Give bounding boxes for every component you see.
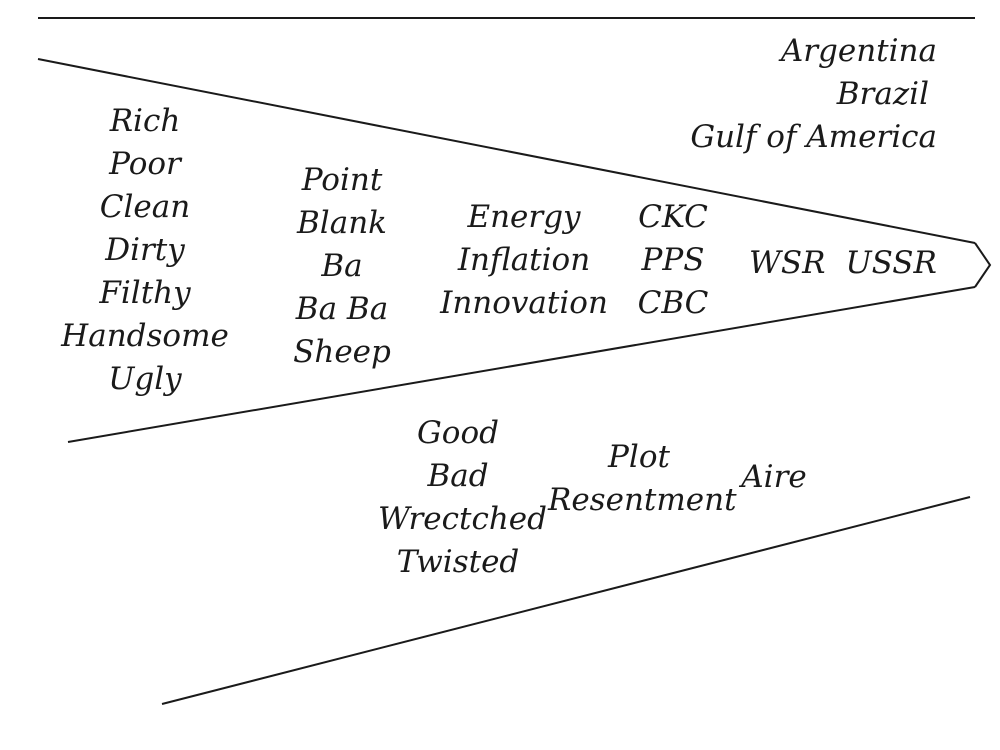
- upper-right-term: Argentina: [780, 33, 937, 69]
- lower-term: Resentment: [548, 482, 737, 518]
- arrow-tip-terms: WSR USSR: [749, 242, 937, 285]
- arrow-term: Innovation: [440, 285, 608, 321]
- lower-column-2: Plot Resentment: [548, 436, 737, 522]
- arrow-term: Rich: [109, 103, 181, 139]
- arrow-term: Poor: [109, 146, 181, 182]
- lower-term: Twisted: [396, 544, 520, 580]
- arrow-column-4: CKC PPS CBC: [620, 196, 726, 325]
- arrow-term: PPS: [641, 242, 705, 278]
- arrow-term: CKC: [638, 199, 708, 235]
- arrow-term: Sheep: [293, 334, 391, 370]
- arrow-column-3: Energy Inflation Innovation: [436, 196, 612, 325]
- arrow-term: Ba: [321, 248, 363, 284]
- arrow-column-2: Point Blank Ba Ba Ba Sheep: [272, 159, 412, 374]
- arrow-lower-edge: [67, 286, 976, 443]
- lower-column-3: Aire: [734, 456, 814, 499]
- arrow-column-1: Rich Poor Clean Dirty Filthy Handsome Ug…: [55, 100, 235, 401]
- arrow-term: Clean: [99, 189, 191, 225]
- upper-right-list: Argentina Brazil Gulf of America: [690, 30, 937, 159]
- arrow-term: Blank: [297, 205, 387, 241]
- arrow-term: Dirty: [105, 232, 185, 268]
- arrow-head: [974, 242, 992, 288]
- lower-term: Wrectched: [378, 501, 547, 537]
- upper-right-term: Gulf of America: [690, 119, 937, 155]
- arrow-term: Filthy: [99, 275, 191, 311]
- arrow-term: WSR: [749, 245, 826, 281]
- lower-term: Aire: [741, 459, 807, 495]
- lower-term: Plot: [608, 439, 670, 475]
- arrow-term: Handsome: [61, 318, 229, 354]
- arrow-term: USSR: [845, 245, 937, 281]
- lower-term: Bad: [427, 458, 489, 494]
- arrow-term: Ugly: [108, 361, 182, 397]
- upper-right-term: Brazil: [836, 76, 929, 112]
- arrow-term: Point: [301, 162, 383, 198]
- arrow-term: CBC: [637, 285, 709, 321]
- lower-wedge-line: [161, 496, 971, 705]
- arrow-term: Ba Ba: [295, 291, 389, 327]
- arrow-term: Inflation: [457, 242, 591, 278]
- lower-column-1: Good Bad Wrectched Twisted: [378, 412, 547, 584]
- arrow-upper-edge: [37, 58, 976, 244]
- arrow-term: Energy: [467, 199, 581, 235]
- lower-term: Good: [417, 415, 499, 451]
